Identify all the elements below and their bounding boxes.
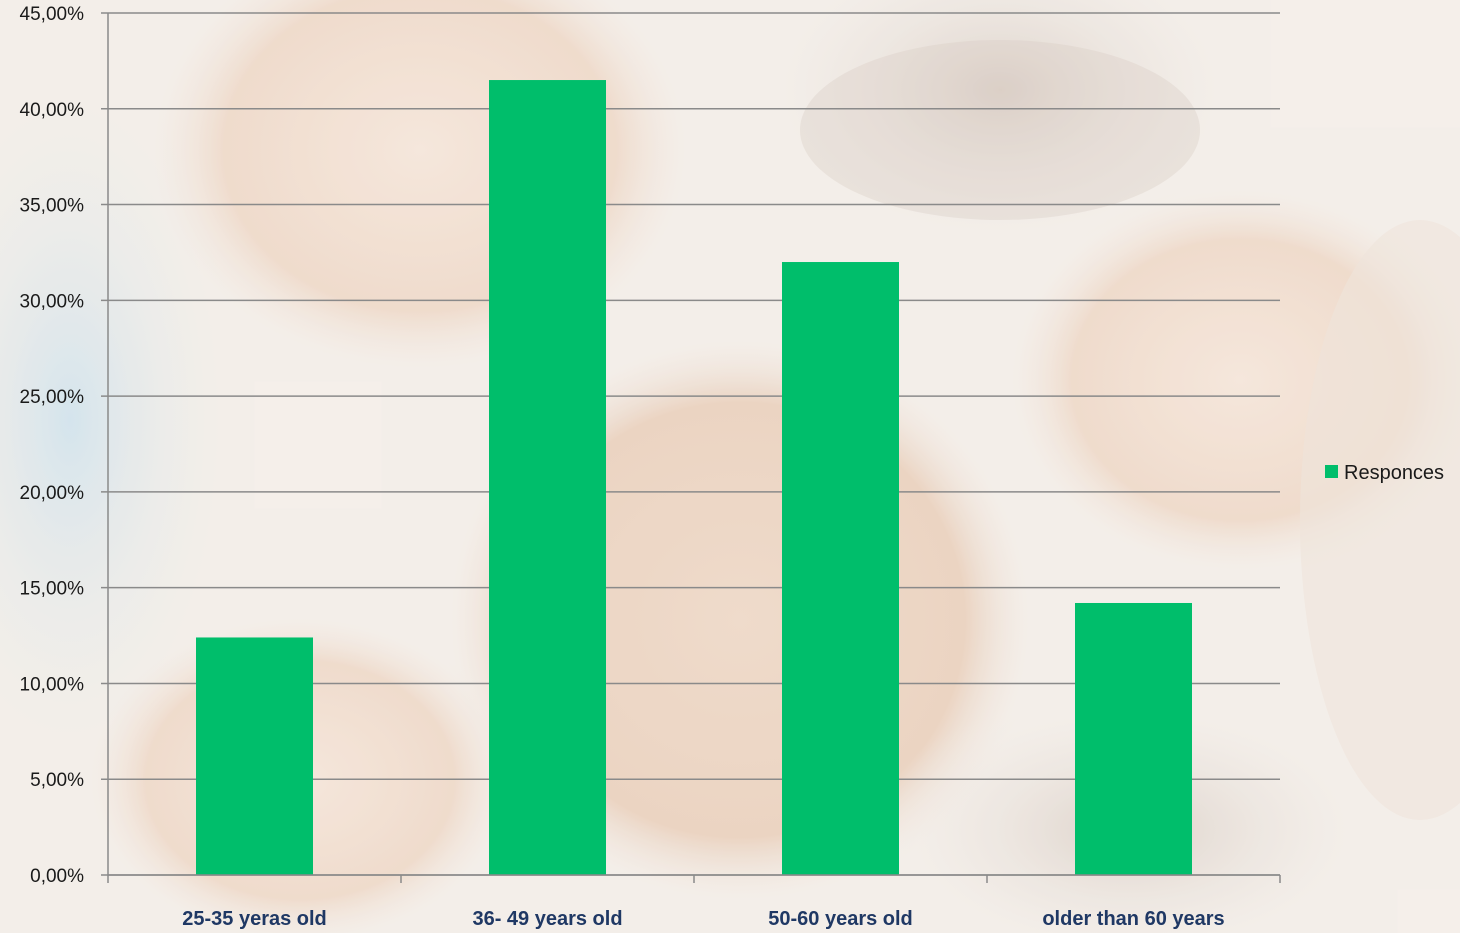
legend-label-responces: Responces	[1344, 462, 1444, 484]
y-tick-label: 45,00%	[20, 4, 85, 25]
y-axis: 0,00% 5,00% 10,00% 15,00% 20,00% 25,00% 30,00%…	[20, 4, 109, 887]
bar-2	[489, 80, 606, 876]
y-tick-label: 15,00%	[20, 579, 85, 600]
bars	[196, 80, 1192, 876]
bar-3	[782, 262, 899, 875]
x-axis: 25-35 yeras old 36- 49 years old 50-60 yea…	[107, 874, 1281, 930]
y-tick-label: 20,00%	[20, 483, 85, 504]
y-tick-label: 0,00%	[30, 866, 84, 887]
bar-1	[196, 637, 313, 875]
legend: Responces	[1325, 462, 1444, 484]
y-tick-label: 35,00%	[20, 196, 85, 217]
x-category-label: 50-60 years old	[768, 908, 913, 930]
bar-4	[1075, 602, 1192, 875]
x-category-label: 25-35 yeras old	[182, 908, 327, 930]
x-category-label: older than 60 years	[1042, 908, 1224, 930]
y-tick-label: 40,00%	[20, 100, 85, 121]
y-tick-label: 25,00%	[20, 387, 85, 408]
y-tick-label: 30,00%	[20, 291, 85, 312]
y-tick-label: 10,00%	[20, 674, 85, 695]
legend-swatch	[1325, 465, 1338, 478]
x-category-label: 36- 49 years old	[472, 908, 622, 930]
y-tick-label: 5,00%	[30, 770, 84, 791]
